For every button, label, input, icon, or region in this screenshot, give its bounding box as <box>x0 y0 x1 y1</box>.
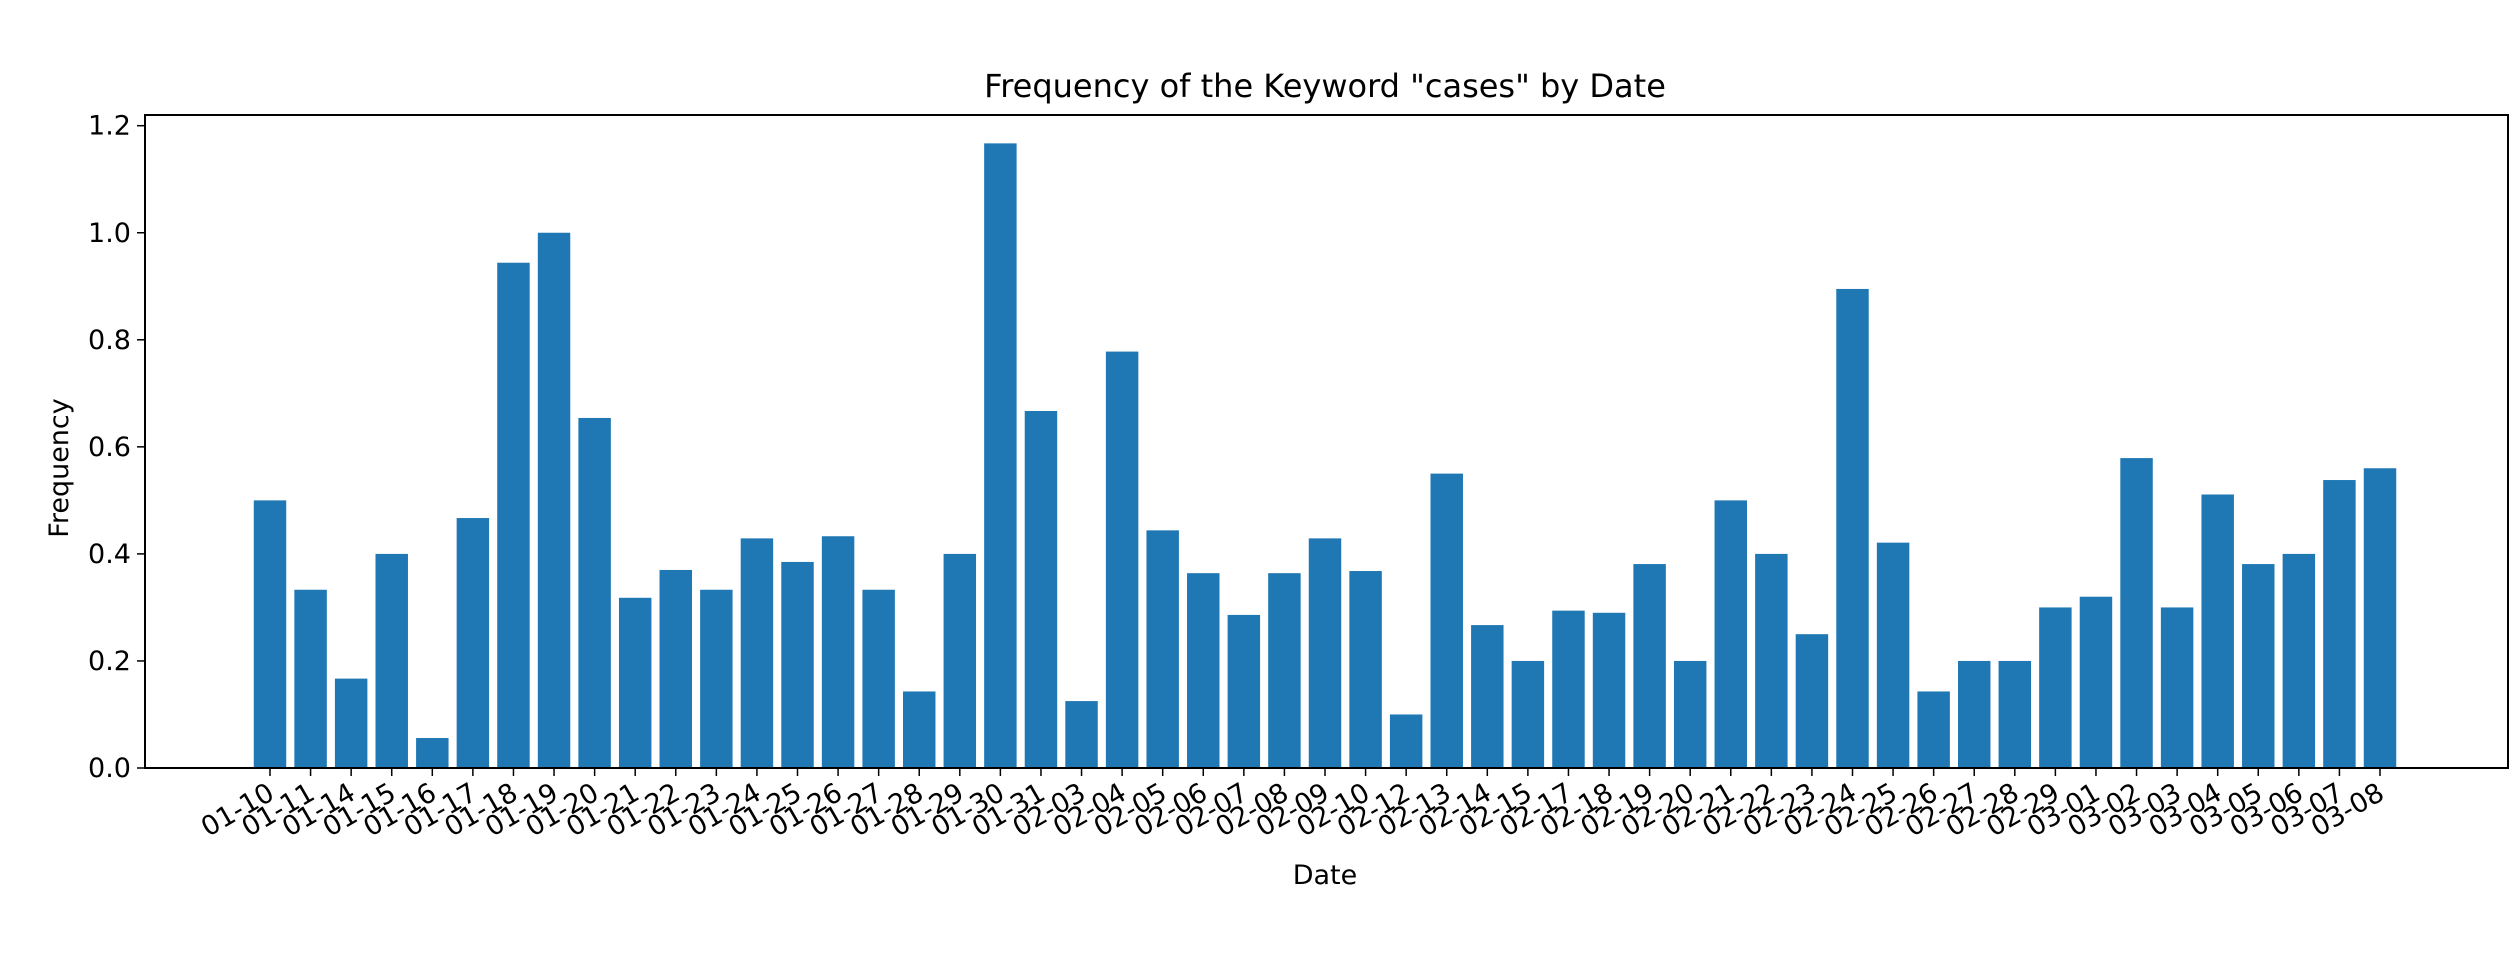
bar-01-29 <box>943 553 977 768</box>
chart-title: Frequency of the Keyword "cases" by Date <box>984 67 1666 105</box>
y-tick-label-0.2: 0.2 <box>88 646 131 677</box>
bar-01-21 <box>618 597 652 768</box>
bar-02-29 <box>2039 607 2072 768</box>
bar-01-14 <box>334 678 368 768</box>
bar-01-17 <box>456 518 490 768</box>
bar-02-14 <box>1471 625 1504 768</box>
bar-02-08 <box>1268 573 1301 768</box>
bar-01-16 <box>416 738 449 768</box>
bar-02-17 <box>1552 610 1585 768</box>
bar-02-12 <box>1389 714 1423 768</box>
bar-01-26 <box>821 536 855 768</box>
x-axis-label: Date <box>1293 860 1358 891</box>
bar-02-23 <box>1795 634 1829 768</box>
bar-02-03 <box>1065 701 1098 768</box>
bar-02-15 <box>1511 660 1545 768</box>
bar-02-09 <box>1308 538 1342 768</box>
y-tick-label-0.6: 0.6 <box>88 432 131 463</box>
bar-02-20 <box>1673 660 1707 768</box>
bar-01-30 <box>984 143 1017 768</box>
bar-02-21 <box>1714 500 1747 768</box>
bar-02-19 <box>1633 564 1666 768</box>
y-tick-label-0.0: 0.0 <box>88 753 131 784</box>
y-tick-label-1.2: 1.2 <box>88 111 131 142</box>
bar-02-24 <box>1836 288 1869 768</box>
bar-01-23 <box>700 589 733 768</box>
bar-01-24 <box>740 538 774 768</box>
bar-01-31 <box>1024 410 1058 768</box>
bar-01-19 <box>537 232 571 768</box>
bar-03-03 <box>2160 607 2194 768</box>
y-tick-label-0.4: 0.4 <box>88 539 131 570</box>
bar-02-13 <box>1430 473 1463 768</box>
bar-01-27 <box>862 589 895 768</box>
bar-02-25 <box>1876 542 1910 768</box>
bar-02-27 <box>1958 660 1991 768</box>
bar-02-04 <box>1105 351 1139 768</box>
bar-02-10 <box>1349 571 1382 768</box>
bar-02-07 <box>1227 614 1261 768</box>
bar-03-08 <box>2363 468 2397 768</box>
bar-02-22 <box>1755 553 1788 768</box>
x-axis: 01-1001-1101-1401-1501-1601-1701-1801-19… <box>196 768 2390 843</box>
bars <box>253 143 2397 768</box>
y-tick-label-0.8: 0.8 <box>88 325 131 356</box>
plot-frame <box>144 114 2509 769</box>
bar-02-28 <box>1998 660 2032 768</box>
bar-03-02 <box>2120 458 2153 768</box>
bar-03-01 <box>2079 596 2113 768</box>
y-tick-label-1.0: 1.0 <box>88 218 131 249</box>
bar-01-18 <box>497 262 530 768</box>
bar-03-04 <box>2201 494 2234 768</box>
bar-01-11 <box>294 589 327 768</box>
bar-02-06 <box>1187 573 1220 768</box>
bar-01-25 <box>781 561 814 768</box>
bar-02-05 <box>1146 530 1179 768</box>
bar-03-06 <box>2282 553 2316 768</box>
y-axis-label: Frequency <box>44 398 75 538</box>
bar-02-26 <box>1917 691 1950 768</box>
bar-02-18 <box>1592 612 1626 768</box>
bar-01-15 <box>375 553 408 768</box>
y-axis: 0.0 0.2 0.4 0.6 0.8 1.0 1.2 <box>88 111 145 784</box>
bar-01-20 <box>578 417 611 768</box>
bar-01-10 <box>253 500 287 768</box>
bar-01-22 <box>659 569 692 768</box>
bar-03-07 <box>2323 480 2356 768</box>
bar-01-28 <box>903 691 936 768</box>
bar-03-05 <box>2242 564 2275 768</box>
